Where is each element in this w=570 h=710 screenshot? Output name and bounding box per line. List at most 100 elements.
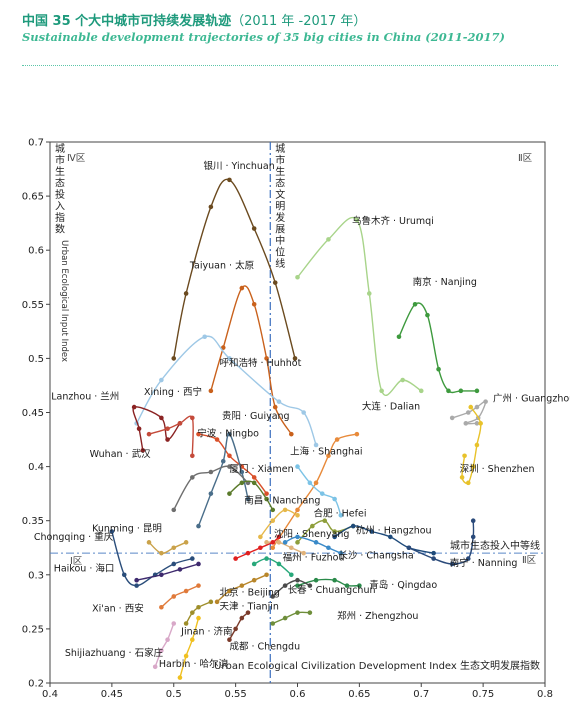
trajectory-point bbox=[301, 550, 306, 556]
trajectory-point bbox=[295, 534, 300, 540]
trajectory-point bbox=[183, 588, 189, 594]
trajectory-point bbox=[326, 545, 331, 551]
trajectory-point bbox=[334, 437, 340, 442]
trajectory-point bbox=[146, 540, 152, 545]
zone-i-label: Ⅰ区 bbox=[70, 556, 83, 567]
trajectory-point bbox=[295, 577, 300, 583]
city-label: 合肥 · Hefei bbox=[314, 507, 367, 519]
trajectory-point bbox=[152, 664, 158, 670]
x-tick-label: 0.65 bbox=[348, 689, 370, 700]
trajectory-point bbox=[264, 556, 269, 561]
trajectory-point bbox=[418, 388, 424, 394]
city-label: Xi'an · 西安 bbox=[92, 603, 144, 615]
trajectory-point bbox=[190, 610, 195, 615]
title-divider bbox=[22, 65, 558, 66]
trajectory-point bbox=[109, 529, 115, 534]
trajectory-point bbox=[264, 491, 269, 496]
y-tick-label: 0.7 bbox=[28, 138, 44, 149]
trajectory-point bbox=[295, 274, 300, 280]
trajectory-point bbox=[251, 577, 257, 583]
series-1 bbox=[295, 217, 424, 396]
trajectory-point bbox=[379, 388, 384, 394]
trajectory-point bbox=[190, 637, 195, 643]
trajectory-point bbox=[431, 556, 436, 561]
trajectory-line bbox=[398, 302, 477, 394]
trajectory-point bbox=[159, 572, 164, 578]
city-label: 宁波 · Ningbo bbox=[197, 427, 259, 439]
series-7 bbox=[270, 431, 360, 551]
series-6 bbox=[459, 404, 483, 486]
trajectory-point bbox=[239, 285, 245, 291]
trajectory-point bbox=[270, 507, 276, 513]
trajectory-point bbox=[190, 475, 195, 480]
trajectory-point bbox=[468, 404, 474, 410]
trajectory-point bbox=[295, 464, 300, 469]
trajectory-point bbox=[165, 437, 170, 442]
trajectory-point bbox=[171, 561, 177, 567]
x-tick-label: 0.5 bbox=[166, 689, 182, 700]
chart-title-cn: 中国 35 个大中城市可持续发展轨迹（2011 年 -2017 年） bbox=[22, 10, 366, 29]
trajectory-point bbox=[264, 496, 269, 502]
city-label: 成都 · Chengdu bbox=[229, 640, 300, 652]
city-label: Harbin · 哈尔滨 bbox=[159, 658, 229, 670]
trajectory-point bbox=[332, 496, 337, 502]
trajectory-point bbox=[183, 621, 189, 626]
trajectory-point bbox=[458, 388, 464, 394]
trajectory-line bbox=[154, 623, 175, 668]
trajectory-point bbox=[227, 453, 232, 459]
trajectory-point bbox=[282, 507, 288, 513]
trajectory-point bbox=[344, 583, 350, 588]
city-label: 南京 · Nanjing bbox=[413, 276, 477, 288]
trajectory-point bbox=[140, 448, 146, 453]
trajectory-point bbox=[190, 556, 195, 561]
trajectory-point bbox=[208, 491, 214, 496]
trajectory-point bbox=[214, 437, 220, 442]
city-label: 青岛 · Qingdao bbox=[369, 579, 437, 591]
trajectory-point bbox=[307, 610, 313, 615]
trajectory-point bbox=[276, 534, 282, 540]
trajectory-point bbox=[233, 556, 238, 561]
trajectory-point bbox=[338, 550, 344, 556]
city-label: 天津 · Tianjin bbox=[220, 601, 279, 612]
trajectory-point bbox=[474, 442, 480, 448]
trajectory-point bbox=[134, 583, 139, 588]
series-2 bbox=[396, 302, 480, 394]
chart-title-cn-text: 中国 35 个大中城市可持续发展轨迹 bbox=[22, 14, 232, 29]
y-tick-label: 0.2 bbox=[28, 679, 44, 690]
trajectory-point bbox=[282, 615, 288, 621]
trajectory-point bbox=[369, 529, 375, 534]
trajectory-point bbox=[171, 356, 177, 361]
series-19 bbox=[146, 540, 189, 556]
series-0 bbox=[171, 177, 298, 361]
city-label: 厦门 · Xiamen bbox=[229, 463, 293, 475]
trajectory-point bbox=[227, 491, 232, 496]
trajectory-point bbox=[276, 399, 282, 404]
trajectory-point bbox=[295, 540, 300, 545]
trajectory-point bbox=[190, 453, 195, 459]
trajectory-point bbox=[463, 421, 469, 426]
trajectory-point bbox=[270, 594, 276, 599]
series-15 bbox=[258, 507, 300, 540]
trajectory-point bbox=[208, 204, 214, 210]
trajectory-point bbox=[425, 312, 430, 318]
trajectory-point bbox=[196, 561, 201, 567]
trajectory-point bbox=[292, 356, 298, 361]
trajectory-line bbox=[272, 579, 311, 597]
trajectory-point bbox=[350, 523, 356, 529]
trajectory-point bbox=[196, 583, 201, 588]
trajectory-point bbox=[366, 291, 372, 296]
trajectory-point bbox=[202, 334, 207, 340]
trajectory-point bbox=[400, 377, 405, 383]
trajectory-point bbox=[159, 415, 164, 421]
trajectory-point bbox=[190, 415, 195, 421]
trajectory-point bbox=[233, 626, 238, 632]
series-13 bbox=[295, 464, 344, 518]
zone-ii-right-label: Ⅱ区 bbox=[522, 555, 537, 566]
x-tick-label: 0.75 bbox=[472, 689, 494, 700]
trajectory-point bbox=[227, 588, 232, 594]
trajectory-point bbox=[338, 512, 344, 518]
trajectory-point bbox=[412, 302, 418, 307]
trajectory-point bbox=[313, 480, 319, 486]
trajectory-line bbox=[253, 557, 292, 576]
